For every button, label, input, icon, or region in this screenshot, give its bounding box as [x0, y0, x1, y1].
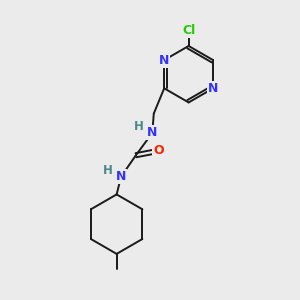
- Text: N: N: [159, 54, 169, 67]
- Text: Cl: Cl: [182, 24, 195, 37]
- Text: H: H: [134, 120, 144, 133]
- Text: H: H: [103, 164, 113, 177]
- Text: N: N: [116, 170, 126, 183]
- Text: N: N: [208, 82, 218, 95]
- Text: N: N: [147, 126, 158, 140]
- Text: O: O: [153, 144, 164, 157]
